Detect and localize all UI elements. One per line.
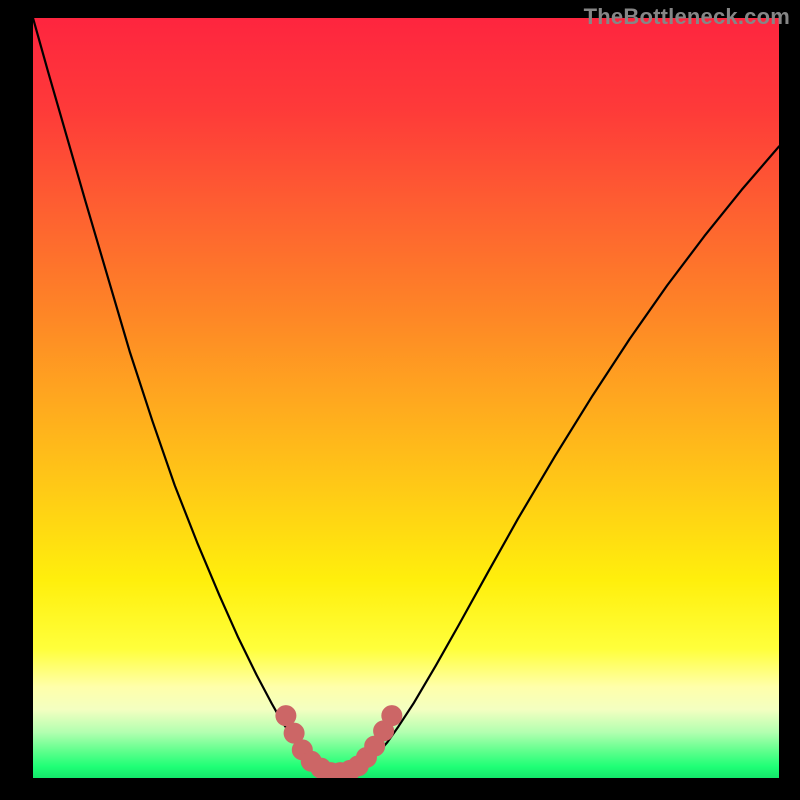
marker-dot bbox=[276, 706, 296, 726]
stage: TheBottleneck.com bbox=[0, 0, 800, 800]
marker-dot bbox=[382, 706, 402, 726]
bottleneck-chart bbox=[0, 0, 800, 800]
watermark-text: TheBottleneck.com bbox=[584, 4, 790, 30]
